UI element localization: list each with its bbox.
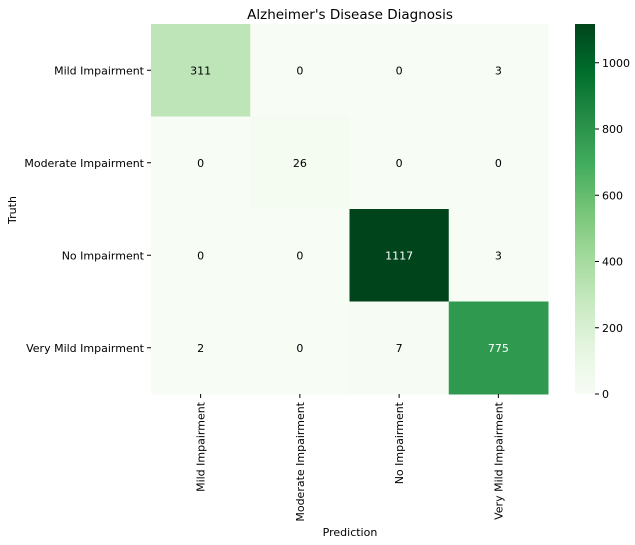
colorbar-tick-label: 1000 (602, 57, 630, 70)
cell-value-label: 0 (296, 249, 303, 262)
heatmap-cell (448, 209, 549, 302)
colorbar-tick-label: 600 (602, 189, 623, 202)
heatmap-cell (151, 209, 251, 302)
cell-value-label: 26 (293, 157, 307, 170)
heatmap-cell (349, 301, 450, 395)
cell-value-label: 0 (296, 64, 303, 77)
colorbar-tick-label: 0 (602, 388, 609, 401)
cell-value-label: 0 (396, 157, 403, 170)
y-tick-label: Mild Impairment (54, 64, 145, 77)
colorbar-ticks: 0 200 400 600 800 1000 (595, 57, 630, 401)
cell-value-label: 775 (488, 342, 509, 355)
cell-value-label: 7 (396, 342, 403, 355)
cell-value-label: 311 (190, 64, 211, 77)
heatmap-cell (250, 209, 350, 302)
y-tick-label: No Impairment (62, 249, 145, 262)
x-tick-label: Moderate Impairment (294, 401, 307, 521)
colorbar-tick-label: 800 (602, 123, 623, 136)
heatmap-cell (448, 24, 549, 117)
heatmap-cell (349, 209, 450, 302)
cell-value-label: 1117 (385, 249, 413, 262)
heatmap-cell (250, 116, 350, 210)
heatmap-cell (151, 301, 251, 395)
cell-value-label: 0 (495, 157, 502, 170)
heatmap-cell (349, 116, 450, 210)
cell-value-label: 0 (296, 342, 303, 355)
y-axis: Mild Impairment Moderate Impairment No Imp… (24, 64, 151, 355)
cell-value-label: 0 (396, 64, 403, 77)
heatmap-cell (250, 301, 350, 395)
cell-value-label: 2 (197, 342, 204, 355)
x-axis: Mild Impairment Moderate Impairment No Imp… (195, 394, 505, 522)
chart-title: Alzheimer's Disease Diagnosis (247, 7, 453, 23)
cell-value-label: 0 (197, 157, 204, 170)
heatmap-cell (250, 24, 350, 117)
heatmap-cells (151, 24, 549, 395)
colorbar (575, 24, 595, 394)
heatmap-cell (349, 24, 450, 117)
cell-value-label: 3 (495, 64, 502, 77)
x-tick-label: Very Mild Impairment (492, 401, 505, 520)
x-tick-label: No Impairment (393, 401, 406, 484)
colorbar-tick-label: 400 (602, 256, 623, 269)
y-tick-label: Moderate Impairment (24, 157, 144, 170)
colorbar-tick-label: 200 (602, 322, 623, 335)
heatmap-cell (448, 116, 549, 210)
heatmap-cell-labels: 311 0 0 3 0 26 0 0 0 0 1117 3 2 0 7 775 (190, 64, 509, 355)
x-tick-label: Mild Impairment (195, 401, 208, 492)
heatmap-cell (448, 301, 549, 395)
cell-value-label: 3 (495, 249, 502, 262)
heatmap-cell (151, 116, 251, 210)
x-axis-label: Prediction (323, 526, 378, 539)
y-tick-label: Very Mild Impairment (26, 342, 145, 355)
heatmap-cell (151, 24, 251, 117)
cell-value-label: 0 (197, 249, 204, 262)
y-axis-label: Truth (6, 196, 19, 225)
